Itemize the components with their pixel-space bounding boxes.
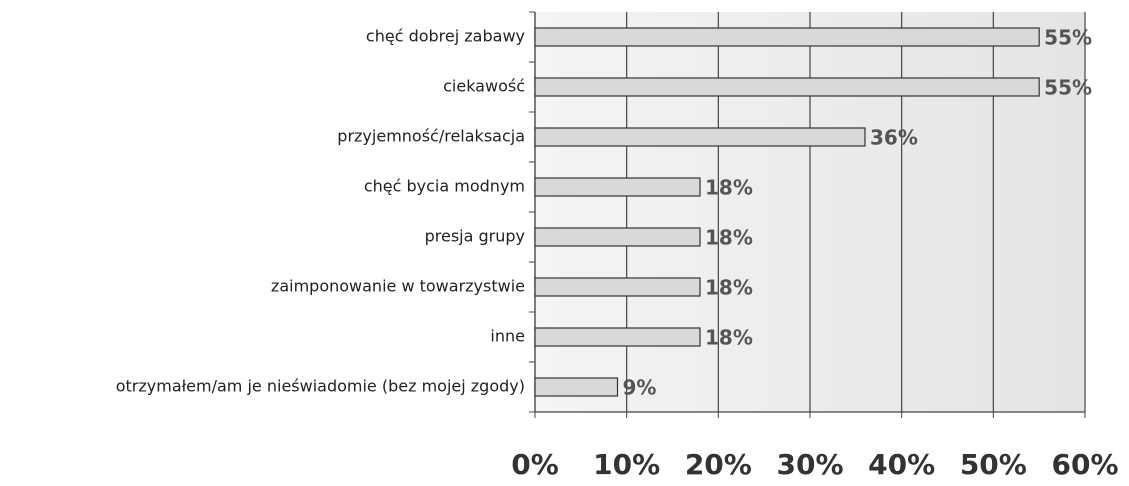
value-label: 18%	[705, 326, 753, 350]
x-tick-label: 20%	[685, 448, 752, 481]
value-label: 18%	[705, 226, 753, 250]
value-label: 18%	[705, 176, 753, 200]
y-tick-label: inne	[490, 327, 525, 346]
x-tick-label: 60%	[1051, 448, 1118, 481]
value-label: 36%	[870, 126, 918, 150]
x-tick-label: 30%	[776, 448, 843, 481]
y-tick-label: ciekawość	[443, 77, 525, 96]
y-tick-label: otrzymałem/am je nieświadomie (bez mojej…	[116, 377, 525, 396]
x-tick-label: 10%	[593, 448, 660, 481]
value-label: 55%	[1044, 26, 1092, 50]
bar	[534, 277, 701, 297]
x-tick-label: 40%	[868, 448, 935, 481]
y-tick-label: zaimponowanie w towarzystwie	[271, 277, 525, 296]
value-label: 18%	[705, 276, 753, 300]
bar	[534, 377, 619, 397]
y-tick-label: chęć dobrej zabawy	[366, 27, 525, 46]
bar	[534, 27, 1040, 47]
bar	[534, 177, 701, 197]
y-tick-label: przyjemność/relaksacja	[337, 127, 525, 146]
bar	[534, 77, 1040, 97]
x-tick-label: 0%	[511, 448, 559, 481]
y-tick-label: presja grupy	[425, 227, 525, 246]
y-tick-label: chęć bycia modnym	[364, 177, 525, 196]
value-label: 9%	[623, 376, 657, 400]
value-label: 55%	[1044, 76, 1092, 100]
bar	[534, 127, 866, 147]
bar	[534, 227, 701, 247]
x-tick-label: 50%	[960, 448, 1027, 481]
bar	[534, 327, 701, 347]
